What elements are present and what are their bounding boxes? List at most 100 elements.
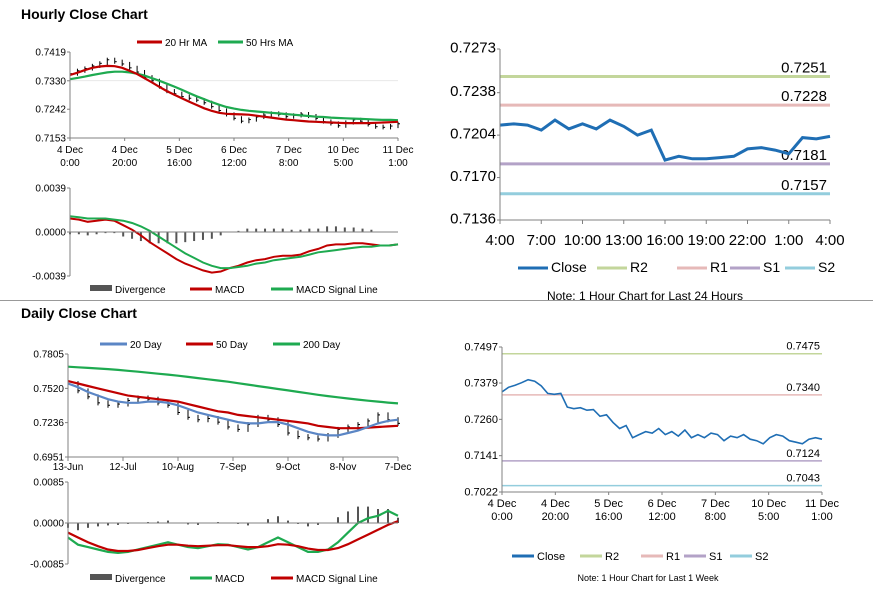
hourly-levels-note: Note: 1 Hour Chart for Last 24 Hours — [547, 289, 743, 303]
daily-macd-legend-label: Divergence — [115, 574, 166, 585]
hourly-levels-legend-label: R1 — [710, 259, 728, 275]
daily-levels-xtick-label: 7 Dec — [701, 498, 730, 510]
hourly-levels-xtick-label: 16:00 — [646, 232, 684, 249]
daily-levels-level-label: 0.7124 — [786, 448, 820, 460]
daily-price-ytick-label: 0.6951 — [33, 453, 64, 464]
daily-levels-xtick-label: 0:00 — [491, 511, 512, 523]
hourly-price-ytick-label: 0.7242 — [35, 105, 66, 116]
daily-price-xtick-label: 9-Oct — [276, 462, 301, 473]
hourly-macd-legend-swatch — [90, 285, 112, 291]
hourly-macd-ytick-label: 0.0000 — [35, 228, 66, 239]
daily-macd-legend-label: MACD — [215, 574, 244, 585]
hourly-price-xtick-label: 11 Dec — [383, 145, 414, 156]
hourly-price-legend-label: 50 Hrs MA — [246, 38, 294, 49]
daily-levels-xtick-label: 20:00 — [542, 511, 570, 523]
hourly-price-ytick-label: 0.7419 — [35, 48, 66, 59]
hourly-levels-xtick-label: 1:00 — [774, 232, 803, 249]
hourly-price-xtick-label: 5 Dec — [166, 145, 192, 156]
daily-price-legend-label: 50 Day — [216, 340, 248, 351]
hourly-levels-xtick-label: 7:00 — [527, 232, 556, 249]
daily-levels-xtick-label: 11 Dec — [805, 498, 840, 510]
daily-levels-xtick-label: 8:00 — [705, 511, 726, 523]
hourly-levels-xtick-label: 10:00 — [564, 232, 602, 249]
daily-levels-xtick-label: 16:00 — [595, 511, 623, 523]
hourly-levels-xtick-label: 4:00 — [485, 232, 514, 249]
hourly-macd-signal-line — [69, 215, 399, 270]
daily-levels-xtick-label: 6 Dec — [648, 498, 677, 510]
hourly-price-ytick-label: 0.7153 — [35, 134, 66, 145]
hourly-price-xtick-label: 7 Dec — [276, 145, 302, 156]
daily-levels-legend-label: R2 — [605, 551, 619, 563]
hourly-levels-ytick-label: 0.7136 — [450, 211, 496, 228]
daily-levels-xtick-label: 10 Dec — [751, 498, 786, 510]
hourly-macd-legend-label: Divergence — [115, 285, 166, 296]
hourly-price-xtick-label: 16:00 — [167, 158, 192, 169]
daily-price-xtick-label: 7-Sep — [220, 462, 247, 473]
daily-price-legend-label: 200 Day — [303, 340, 340, 351]
daily-price-xtick-label: 8-Nov — [330, 462, 357, 473]
daily-levels-xtick-label: 4 Dec — [541, 498, 570, 510]
hourly-levels-xtick-label: 19:00 — [687, 232, 725, 249]
hourly-macd-ytick-label: -0.0039 — [32, 272, 66, 283]
daily-macd-legend-label: MACD Signal Line — [296, 574, 378, 585]
hourly-levels-legend-label: S2 — [818, 259, 835, 275]
hourly-macd-legend-label: MACD — [215, 285, 244, 296]
daily-macd-signal-line — [67, 520, 399, 553]
daily-levels-close-line — [501, 378, 823, 445]
daily-section-title: Daily Close Chart — [21, 305, 137, 321]
hourly-price-xtick-label: 6 Dec — [221, 145, 247, 156]
hourly-price-xtick-label: 5:00 — [334, 158, 354, 169]
daily-levels-level-label: 0.7475 — [786, 341, 820, 353]
daily-price-xtick-label: 10-Aug — [162, 462, 194, 473]
daily-levels-note: Note: 1 Hour Chart for Last 1 Week — [578, 573, 719, 583]
daily-price-xtick-label: 13-Jun — [53, 462, 84, 473]
daily-levels-ytick-label: 0.7260 — [464, 414, 498, 426]
hourly-levels-level-label: 0.7157 — [781, 177, 827, 194]
hourly-price-xtick-label: 4 Dec — [112, 145, 138, 156]
section-divider — [0, 300, 873, 301]
daily-levels-ytick-label: 0.7022 — [464, 487, 498, 499]
daily-levels-xtick-label: 12:00 — [648, 511, 676, 523]
hourly-price-xtick-label: 0:00 — [60, 158, 80, 169]
hourly-levels-legend-label: Close — [551, 259, 587, 275]
hourly-price-xtick-label: 1:00 — [388, 158, 408, 169]
hourly-macd-ytick-label: 0.0039 — [35, 184, 66, 195]
daily-levels-xtick-label: 5 Dec — [594, 498, 623, 510]
hourly-macd-legend-label: MACD Signal Line — [296, 285, 378, 296]
daily-macd-ytick-label: 0.0085 — [33, 478, 64, 489]
daily-price-legend-label: 20 Day — [130, 340, 162, 351]
hourly-price-xtick-label: 4 Dec — [57, 145, 83, 156]
hourly-levels-xtick-label: 4:00 — [815, 232, 844, 249]
hourly-levels-legend-label: S1 — [763, 259, 780, 275]
hourly-levels-legend-label: R2 — [630, 259, 648, 275]
daily-levels-legend-label: Close — [537, 551, 565, 563]
hourly-levels-xtick-label: 22:00 — [729, 232, 767, 249]
daily-levels-legend-label: S1 — [709, 551, 722, 563]
daily-macd-ytick-label: 0.0000 — [33, 519, 64, 530]
hourly-levels-close-line — [499, 118, 831, 162]
daily-price-ytick-label: 0.7520 — [33, 384, 64, 395]
daily-levels-xtick-label: 4 Dec — [488, 498, 517, 510]
hourly-levels-ytick-label: 0.7170 — [450, 168, 496, 185]
hourly-price-xtick-label: 12:00 — [221, 158, 246, 169]
daily-price-ma20-line — [67, 382, 399, 437]
daily-price-xtick-label: 12-Jul — [109, 462, 136, 473]
daily-levels-xtick-label: 5:00 — [758, 511, 779, 523]
hourly-price-ytick-label: 0.7330 — [35, 76, 66, 87]
daily-price-xtick-label: 7-Dec — [385, 462, 412, 473]
daily-price-ma50-line — [67, 380, 399, 430]
daily-price-ytick-label: 0.7805 — [33, 350, 64, 361]
hourly-levels-level-label: 0.7181 — [781, 147, 827, 164]
daily-levels-ytick-label: 0.7379 — [464, 378, 498, 390]
hourly-price-ma50-line — [69, 70, 399, 122]
daily-price-ma200-line — [67, 365, 399, 405]
hourly-section-title: Hourly Close Chart — [21, 6, 148, 22]
daily-price-ytick-label: 0.7236 — [33, 418, 64, 429]
hourly-price-xtick-label: 8:00 — [279, 158, 299, 169]
daily-levels-xtick-label: 1:00 — [811, 511, 832, 523]
daily-levels-legend-label: S2 — [755, 551, 768, 563]
hourly-levels-level-label: 0.7251 — [781, 59, 827, 76]
hourly-price-xtick-label: 20:00 — [112, 158, 137, 169]
hourly-price-xtick-label: 10 Dec — [327, 145, 359, 156]
